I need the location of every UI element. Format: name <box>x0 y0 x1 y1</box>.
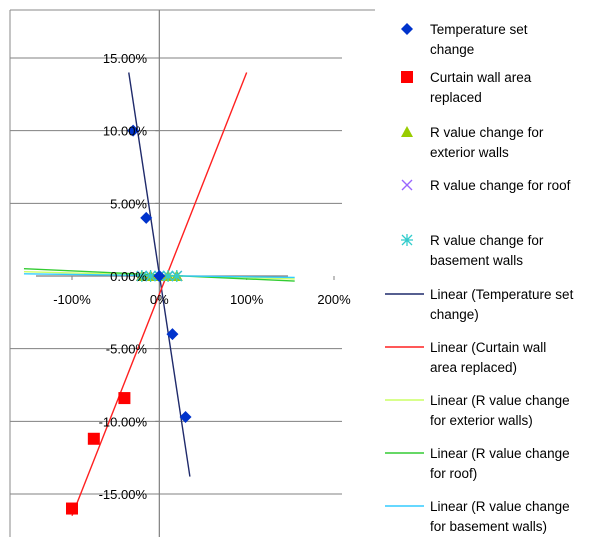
legend-label: for basement walls) <box>430 519 547 534</box>
legend-entry: Linear (Temperature set change) <box>385 287 574 322</box>
legend-entry: R value change for exterior walls <box>401 125 544 160</box>
y-tick-label: -15.00% <box>99 487 148 502</box>
legend-marker-diamond <box>401 23 413 35</box>
y-tick-label: -10.00% <box>99 414 148 429</box>
legend-label: Linear (R value change <box>430 499 570 514</box>
legend-label: R value change for <box>430 125 544 140</box>
legend-label: R value change for roof <box>430 178 571 193</box>
legend: Temperature set change Curtain wall area re… <box>385 22 574 534</box>
data-points <box>66 124 192 515</box>
y-tick-label: 5.00% <box>110 196 147 211</box>
legend-label: for exterior walls) <box>430 413 533 428</box>
legend-label: for roof) <box>430 466 477 481</box>
legend-label: change <box>430 42 474 57</box>
legend-marker-square <box>401 71 413 83</box>
legend-entry: Temperature set change <box>401 22 528 57</box>
legend-entry: Linear (R value change for roof) <box>385 446 570 481</box>
legend-entry: Linear (R value change for basement walls… <box>385 499 570 534</box>
y-tick-label: -5.00% <box>106 342 148 357</box>
x-tick-label: 100% <box>230 292 264 307</box>
legend-label: Linear (R value change <box>430 446 570 461</box>
legend-label: change) <box>430 307 479 322</box>
legend-label: Linear (Temperature set <box>430 287 574 302</box>
data-point-diamond <box>179 410 192 423</box>
gridlines <box>10 57 342 495</box>
legend-marker-star <box>401 234 413 246</box>
data-point-star <box>170 270 183 282</box>
data-point-diamond <box>153 270 166 282</box>
y-tick-label: 0.00% <box>110 269 147 284</box>
y-tick-label: 15.00% <box>103 51 148 66</box>
legend-label: exterior walls <box>430 145 509 160</box>
y-tick-label: 10.00% <box>103 124 148 139</box>
x-tick-label: 0% <box>150 292 169 307</box>
data-point-diamond <box>166 328 179 341</box>
legend-label: basement walls <box>430 253 523 268</box>
legend-marker-triangle <box>401 126 413 137</box>
x-tick-label: 200% <box>317 292 351 307</box>
legend-entry: R value change for roof <box>401 178 571 193</box>
legend-entry: Linear (R value change for exterior walls… <box>385 393 570 428</box>
legend-label: Temperature set <box>430 22 528 37</box>
legend-label: Curtain wall area <box>430 70 532 85</box>
data-point-square <box>66 502 78 515</box>
legend-label: R value change for <box>430 233 544 248</box>
legend-entry: R value change for basement walls <box>401 233 544 268</box>
data-point-diamond <box>140 211 153 224</box>
data-point-star <box>162 270 175 282</box>
legend-label: Linear (R value change <box>430 393 570 408</box>
trendline <box>71 72 248 517</box>
legend-entry: Curtain wall area replaced <box>401 70 532 105</box>
legend-label: replaced <box>430 90 482 105</box>
tick-labels: -100% 0% 100% 200% -15.00% -10.00% -5.00% 0.00%… <box>53 51 351 502</box>
x-tick-label: -100% <box>53 292 91 307</box>
data-point-star <box>135 270 148 282</box>
data-point-star <box>144 270 157 282</box>
legend-marker-x <box>401 179 413 191</box>
legend-label: area replaced) <box>430 360 517 375</box>
legend-entry: Linear (Curtain wall area replaced) <box>385 340 546 375</box>
data-point-square <box>118 392 131 405</box>
data-point-diamond <box>127 124 140 137</box>
legend-label: Linear (Curtain wall <box>430 340 546 355</box>
data-point-square <box>87 432 100 445</box>
axes <box>9 9 375 537</box>
